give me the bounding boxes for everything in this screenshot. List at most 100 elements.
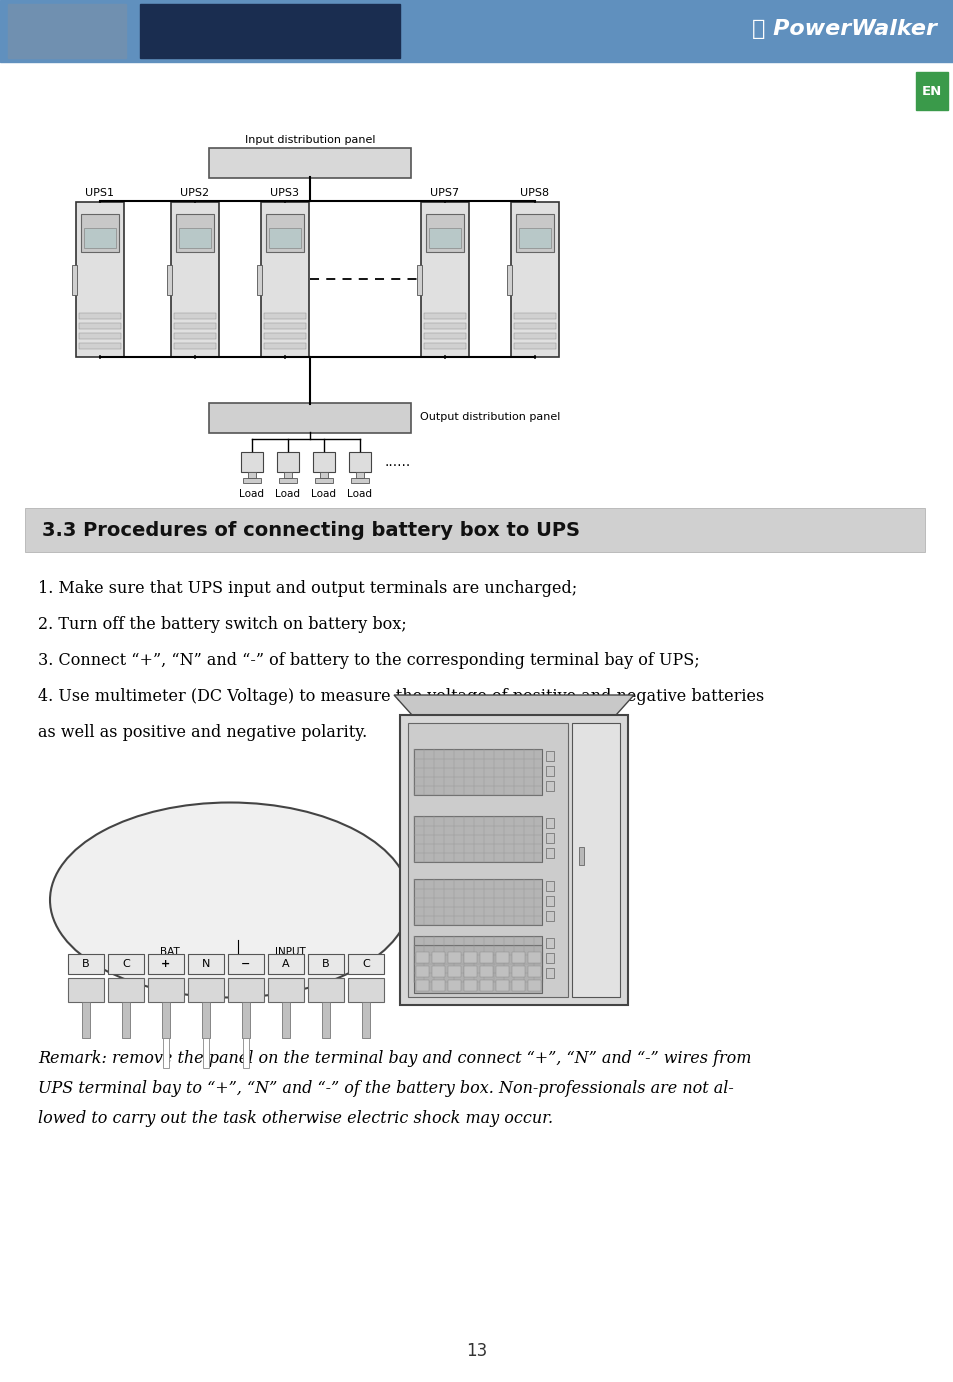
Bar xyxy=(448,952,460,963)
Bar xyxy=(496,966,509,977)
Bar xyxy=(228,978,264,1002)
Text: Output distribution panel: Output distribution panel xyxy=(419,412,559,422)
Text: Remark: remove the panel on the terminal bay and connect “+”, “N” and “-” wires : Remark: remove the panel on the terminal… xyxy=(38,1050,751,1067)
Bar xyxy=(188,954,224,974)
Bar xyxy=(414,879,541,925)
Bar xyxy=(578,847,583,865)
Bar xyxy=(496,980,509,991)
Bar xyxy=(514,333,556,339)
Bar xyxy=(572,723,619,996)
Text: Ⓒ PowerWalker: Ⓒ PowerWalker xyxy=(752,19,937,39)
Bar xyxy=(545,896,554,907)
Bar xyxy=(545,954,554,963)
Bar xyxy=(68,954,104,974)
Bar xyxy=(432,966,444,977)
Text: BAT: BAT xyxy=(160,947,180,956)
Bar xyxy=(545,750,554,761)
Text: A: A xyxy=(282,959,290,969)
Bar xyxy=(545,880,554,891)
Bar xyxy=(163,1038,169,1068)
Text: INPUT: INPUT xyxy=(274,947,305,956)
Bar xyxy=(68,978,104,1002)
Text: 1. Make sure that UPS input and output terminals are uncharged;: 1. Make sure that UPS input and output t… xyxy=(38,580,577,597)
Ellipse shape xyxy=(50,803,410,998)
Bar xyxy=(416,952,429,963)
Bar xyxy=(173,333,215,339)
Bar xyxy=(173,323,215,329)
Bar xyxy=(269,228,301,247)
Bar xyxy=(264,323,306,329)
Bar xyxy=(264,312,306,319)
Bar xyxy=(228,954,264,974)
Bar xyxy=(8,4,126,58)
Bar xyxy=(243,1038,249,1068)
Bar xyxy=(527,952,540,963)
Bar xyxy=(167,265,172,294)
Bar xyxy=(414,945,541,994)
Bar xyxy=(514,343,556,350)
Bar xyxy=(545,781,554,791)
Text: as well as positive and negative polarity.: as well as positive and negative polarit… xyxy=(38,724,367,741)
Bar xyxy=(319,473,328,478)
Bar xyxy=(79,333,121,339)
Bar xyxy=(108,954,144,974)
Bar xyxy=(173,312,215,319)
Bar xyxy=(268,954,304,974)
Bar xyxy=(399,714,627,1005)
Bar xyxy=(0,0,953,62)
Text: B: B xyxy=(322,959,330,969)
Bar xyxy=(162,1002,170,1038)
Bar xyxy=(463,966,476,977)
Text: UPS8: UPS8 xyxy=(520,188,549,198)
Text: 3. Connect “+”, “N” and “-” of battery to the corresponding terminal bay of UPS;: 3. Connect “+”, “N” and “-” of battery t… xyxy=(38,652,699,669)
Text: N: N xyxy=(202,959,210,969)
Text: Load: Load xyxy=(312,489,336,499)
Bar xyxy=(284,473,292,478)
Bar xyxy=(79,343,121,350)
Text: +: + xyxy=(161,959,171,969)
Bar xyxy=(545,833,554,843)
Text: EN: EN xyxy=(921,84,942,98)
Bar xyxy=(79,323,121,329)
Bar xyxy=(261,202,309,357)
Bar xyxy=(361,1002,370,1038)
Bar xyxy=(81,214,119,252)
Bar xyxy=(448,966,460,977)
Bar xyxy=(416,265,421,294)
Text: −: − xyxy=(241,959,251,969)
Bar xyxy=(479,966,493,977)
Bar xyxy=(545,766,554,777)
FancyBboxPatch shape xyxy=(209,404,411,433)
Bar xyxy=(202,1002,210,1038)
Bar xyxy=(264,333,306,339)
Text: Load: Load xyxy=(275,489,300,499)
Bar xyxy=(432,980,444,991)
Bar xyxy=(420,202,469,357)
Bar xyxy=(188,978,224,1002)
Bar xyxy=(414,749,541,795)
Bar xyxy=(203,1038,209,1068)
Bar xyxy=(527,980,540,991)
Bar xyxy=(432,952,444,963)
Bar xyxy=(243,478,261,482)
Bar xyxy=(545,849,554,858)
Bar xyxy=(268,978,304,1002)
Bar xyxy=(514,312,556,319)
Bar xyxy=(426,214,463,252)
Bar xyxy=(414,936,541,983)
Text: UPS7: UPS7 xyxy=(430,188,459,198)
Bar xyxy=(82,1002,90,1038)
Bar xyxy=(248,473,255,478)
Bar xyxy=(241,452,263,473)
Bar xyxy=(545,818,554,828)
Bar xyxy=(256,265,262,294)
Bar xyxy=(148,954,184,974)
Bar xyxy=(448,980,460,991)
Bar xyxy=(414,815,541,862)
Bar xyxy=(429,228,460,247)
Bar xyxy=(282,1002,290,1038)
Bar xyxy=(512,952,524,963)
Bar xyxy=(242,1002,250,1038)
Bar xyxy=(179,228,211,247)
Text: UPS3: UPS3 xyxy=(271,188,299,198)
